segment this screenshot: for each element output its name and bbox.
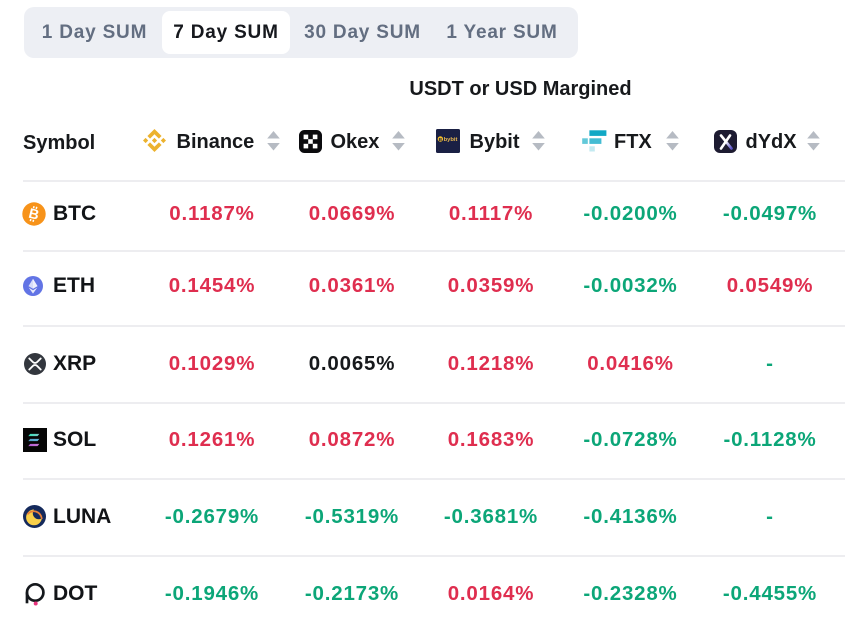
svg-text:bybit: bybit (444, 137, 458, 143)
svg-text:B: B (27, 205, 41, 223)
svg-text:B: B (439, 137, 443, 143)
